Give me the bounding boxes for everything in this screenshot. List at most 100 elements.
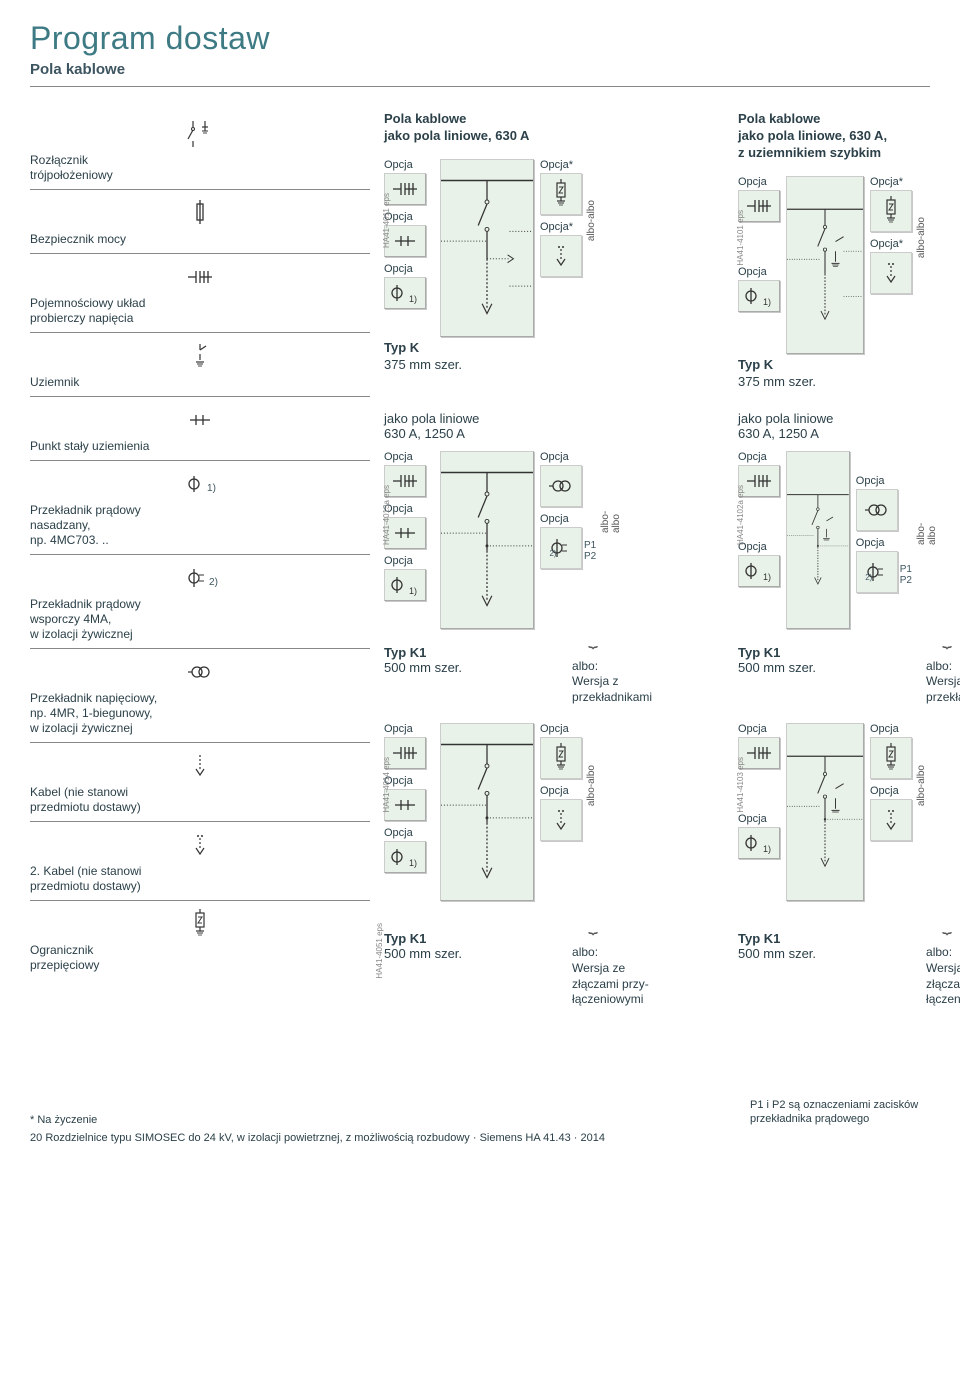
b4-ref: HA41-4102a eps xyxy=(736,485,745,545)
b4-type-sub: 500 mm szer. xyxy=(738,660,816,675)
brace-icon: ⏟ xyxy=(926,917,960,935)
opt-cable2-icon xyxy=(540,235,582,277)
b1-main-panel xyxy=(440,159,534,337)
b3-albo: albo: Wersja z przekładnikami xyxy=(572,659,652,706)
opt-arrester-icon xyxy=(540,737,582,779)
block-b3: jako pola liniowe 630 A, 1250 A HA41-401… xyxy=(384,407,724,706)
b4-title: jako pola liniowe 630 A, 1250 A xyxy=(738,411,938,441)
legend-earthpoint: Punkt stały uziemienia xyxy=(30,397,370,461)
main-grid: Pola kablowe jako pola liniowe, 630 A HA… xyxy=(30,111,930,1008)
opt-vt-icon xyxy=(856,489,898,531)
opt-cable2-icon xyxy=(870,252,912,294)
opcja-label: Opcja xyxy=(540,723,582,735)
opcja-label: Opcja xyxy=(738,723,780,735)
block-b6: HA41-4103 eps Opcja Opcja 1) xyxy=(738,723,938,1007)
opt-ct-icon: 1) xyxy=(384,277,426,309)
opt-ct-icon: 1) xyxy=(738,827,780,859)
b2-type: Typ K xyxy=(738,357,773,372)
footnote-right: P1 i P2 są oznaczeniami zacisków przekła… xyxy=(750,1098,930,1127)
b5-type-sub: 500 mm szer. xyxy=(384,946,462,961)
legend-cable2: 2. Kabel (nie stanowi przedmiotu dostawy… xyxy=(30,822,370,901)
legend-capdiv: Pojemnościowy układ probierczy napięcia xyxy=(30,254,370,333)
b3-type-sub: 500 mm szer. xyxy=(384,660,462,675)
albo-albo-label: albo-albo xyxy=(600,493,622,533)
legend-fuse: Bezpiecznik mocy xyxy=(30,190,370,254)
b2-type-sub: 375 mm szer. xyxy=(738,374,938,389)
opcja-label: Opcja xyxy=(870,723,912,735)
b6-albo: albo: Wersja ze złączami przy- łączeniow… xyxy=(926,945,960,1007)
brace-icon: ⏟ xyxy=(572,917,614,935)
opt-ct2-icon: 2) xyxy=(856,551,898,593)
opcja-label: Opcja xyxy=(738,176,780,188)
b3-main-panel xyxy=(440,451,534,629)
b2-ref: HA41-4101 eps xyxy=(736,210,745,266)
b5-main-panel xyxy=(440,723,534,901)
brace-icon: ⏟ xyxy=(572,631,614,649)
opcja-label: Opcja xyxy=(384,263,434,275)
divider xyxy=(30,86,930,87)
opcja-label: Opcja xyxy=(738,813,780,825)
opcja-label: Opcja xyxy=(384,775,434,787)
opcja-star-label: Opcja* xyxy=(870,238,912,250)
opt-vt-icon xyxy=(540,465,582,507)
block-b2: Pola kablowe jako pola liniowe, 630 A, z… xyxy=(738,111,938,389)
p2-label: P2 xyxy=(584,551,596,562)
footnote-left: * Na życzenie xyxy=(30,1114,97,1126)
opt-ct-icon: 1) xyxy=(738,555,780,587)
opcja-label: Opcja xyxy=(384,827,434,839)
opcja-label: Opcja xyxy=(738,451,780,463)
b1-type-sub: 375 mm szer. xyxy=(384,357,724,372)
opcja-label: Opcja xyxy=(856,475,912,487)
b4-main-panel xyxy=(786,451,850,629)
b3-ref: HA41-4013a eps xyxy=(382,485,391,545)
block-b4: jako pola liniowe 630 A, 1250 A HA41-410… xyxy=(738,407,938,706)
opcja-label: Opcja xyxy=(384,503,434,515)
p1-label: P1 xyxy=(900,564,912,575)
legend: Rozłącznik trójpołożeniowy Bezpiecznik m… xyxy=(30,111,370,1008)
b6-type: Typ K1 xyxy=(738,931,816,946)
albo-albo-label: albo-albo xyxy=(916,505,938,545)
legend-disconnector: Rozłącznik trójpołożeniowy xyxy=(30,111,370,190)
opcja-label: Opcja xyxy=(384,723,434,735)
b3-type: Typ K1 xyxy=(384,645,462,660)
p1-label: P1 xyxy=(584,540,596,551)
p2-label: P2 xyxy=(900,575,912,586)
opcja-label: Opcja xyxy=(384,159,434,171)
opt-cable2-icon xyxy=(870,799,912,841)
block-b1: Pola kablowe jako pola liniowe, 630 A HA… xyxy=(384,111,724,389)
opcja-label: Opcja xyxy=(384,451,434,463)
legend-arrester: Ogranicznik przepięciowy HA41-4051 eps xyxy=(30,901,370,979)
opcja-star-label: Opcja* xyxy=(870,176,912,188)
b6-ref: HA41-4103 eps xyxy=(736,757,745,813)
opt-ct-icon: 1) xyxy=(384,569,426,601)
b4-type: Typ K1 xyxy=(738,645,816,660)
legend-cable: Kabel (nie stanowi przedmiotu dostawy) xyxy=(30,743,370,822)
opcja-star-label: Opcja* xyxy=(540,221,582,233)
legend-ct2: 2) Przekładnik prądowy wsporczy 4MA, w i… xyxy=(30,555,370,649)
block-b5: HA41-4014 eps Opcja Opcja Opcja 1) xyxy=(384,723,724,1007)
opt-ct-icon: 1) xyxy=(384,841,426,873)
opcja-label: Opcja xyxy=(540,785,582,797)
b5-type: Typ K1 xyxy=(384,931,462,946)
page-bottom-text: Rozdzielnice typu SIMOSEC do 24 kV, w iz… xyxy=(45,1132,605,1144)
brace-icon: ⏟ xyxy=(926,631,960,649)
albo-albo-label: albo-albo xyxy=(586,765,597,806)
b1-ref: HA41-4011 eps xyxy=(382,193,391,248)
b6-type-sub: 500 mm szer. xyxy=(738,946,816,961)
legend-ct1: 1) Przekładnik prądowy nasadzany, np. 4M… xyxy=(30,461,370,555)
b2-title: Pola kablowe jako pola liniowe, 630 A, z… xyxy=(738,111,938,162)
page-bottom: 20 Rozdzielnice typu SIMOSEC do 24 kV, w… xyxy=(30,1132,930,1144)
b2-main-panel xyxy=(786,176,864,354)
legend-earthsw: Uziemnik xyxy=(30,333,370,397)
b1-title: Pola kablowe jako pola liniowe, 630 A xyxy=(384,111,724,145)
opcja-label: Opcja xyxy=(738,266,780,278)
page-subtitle: Pola kablowe xyxy=(30,61,930,78)
b6-main-panel xyxy=(786,723,864,901)
opcja-star-label: Opcja* xyxy=(540,159,582,171)
opt-arrester-icon xyxy=(870,737,912,779)
opcja-label: Opcja xyxy=(384,211,434,223)
b5-albo: albo: Wersja ze złączami przy- łączeniow… xyxy=(572,945,649,1007)
legend-side-ref: HA41-4051 eps xyxy=(375,923,384,979)
albo-albo-label: albo-albo xyxy=(916,217,927,258)
opt-ct-icon: 1) xyxy=(738,280,780,312)
